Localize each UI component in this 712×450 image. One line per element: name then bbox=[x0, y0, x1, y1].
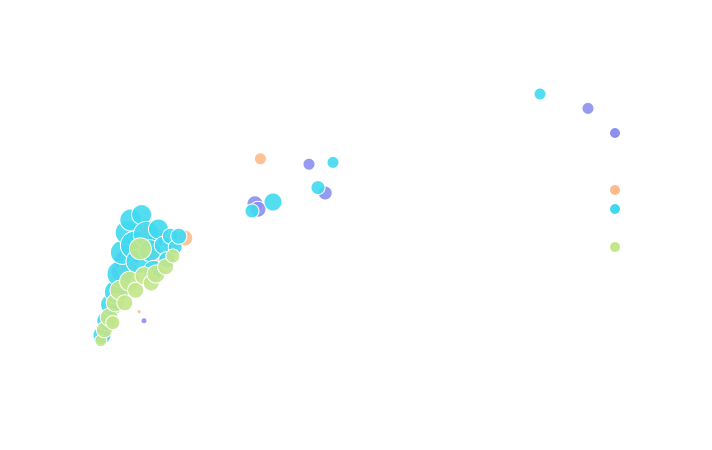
data-point[interactable] bbox=[116, 294, 134, 312]
series-4 bbox=[94, 237, 181, 348]
data-point[interactable] bbox=[533, 87, 547, 101]
data-point[interactable] bbox=[128, 237, 152, 261]
data-point[interactable] bbox=[253, 152, 267, 166]
data-point[interactable] bbox=[157, 258, 175, 276]
legend-swatch bbox=[610, 204, 620, 214]
data-point[interactable] bbox=[302, 157, 316, 171]
points-layer bbox=[92, 87, 595, 348]
data-point[interactable] bbox=[326, 155, 340, 169]
data-point[interactable] bbox=[136, 309, 142, 315]
data-point[interactable] bbox=[105, 315, 121, 331]
legend-item[interactable] bbox=[605, 181, 625, 199]
legend-swatch bbox=[610, 128, 620, 138]
data-point[interactable] bbox=[127, 281, 145, 299]
data-point[interactable] bbox=[310, 180, 326, 196]
legend-swatch bbox=[610, 185, 620, 195]
legend-swatch bbox=[610, 242, 620, 252]
data-point[interactable] bbox=[170, 227, 188, 245]
data-point[interactable] bbox=[165, 248, 181, 264]
data-point[interactable] bbox=[244, 203, 260, 219]
data-point[interactable] bbox=[263, 192, 283, 212]
series-1 bbox=[96, 101, 595, 346]
legend-item[interactable] bbox=[605, 200, 625, 218]
series-3 bbox=[92, 87, 547, 345]
data-point[interactable] bbox=[140, 317, 148, 325]
legend-item[interactable] bbox=[605, 124, 625, 142]
data-point[interactable] bbox=[581, 101, 595, 115]
legend-item[interactable] bbox=[605, 238, 625, 256]
